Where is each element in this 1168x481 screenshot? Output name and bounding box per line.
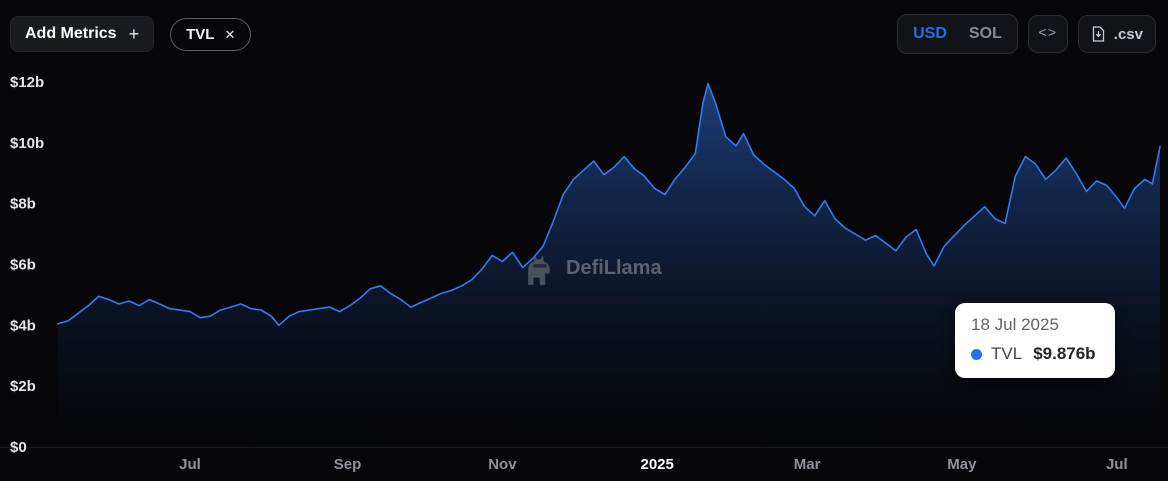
x-tick-label: Jul [1106, 456, 1128, 473]
download-csv-icon [1092, 26, 1104, 42]
currency-option-sol[interactable]: SOL [968, 25, 1002, 43]
currency-option-usd[interactable]: USD [913, 25, 947, 43]
download-csv-label: .csv [1113, 25, 1143, 43]
tooltip-series-value: $9.876b [1033, 344, 1096, 363]
y-tick-label: $6b [10, 257, 36, 274]
toolbar-right-group: USD SOL <> .csv [897, 14, 1156, 54]
y-tick-label: $12b [10, 74, 44, 91]
tooltip-date: 18 Jul 2025 [971, 315, 1059, 334]
y-tick-label: $0 [10, 439, 27, 456]
x-tick-label: May [947, 456, 977, 473]
tvl-area-fill [58, 83, 1160, 447]
x-tick-label: Mar [794, 456, 821, 473]
x-tick-label: Nov [488, 456, 517, 473]
close-icon[interactable]: ✕ [224, 26, 236, 42]
add-metrics-button[interactable]: Add Metrics + [10, 16, 155, 52]
x-tick-label: 2025 [641, 456, 674, 473]
metric-pill-tvl[interactable]: TVL ✕ [170, 17, 252, 51]
x-tick-label: Jul [179, 456, 201, 473]
y-tick-label: $10b [10, 135, 44, 152]
embed-code-button[interactable]: <> [1027, 15, 1068, 53]
metric-pill-label: TVL [186, 25, 215, 43]
currency-toggle: USD SOL [897, 14, 1018, 54]
tooltip-series-name: TVL [991, 344, 1023, 363]
y-tick-label: $8b [10, 196, 36, 213]
plus-icon: + [128, 24, 140, 44]
download-csv-button[interactable]: .csv [1077, 15, 1156, 53]
series-dot-icon [971, 348, 982, 360]
chart-toolbar: Add Metrics + TVL ✕ USD SOL <> .csv [10, 12, 1156, 56]
y-tick-label: $2b [10, 378, 36, 395]
chart-tooltip: 18 Jul 2025 TVL $9.876b [955, 303, 1115, 378]
tooltip-series-row: TVL $9.876b [971, 344, 1099, 364]
toolbar-left-group: Add Metrics + TVL ✕ [10, 16, 252, 52]
x-tick-label: Sep [334, 456, 362, 473]
add-metrics-label: Add Metrics [25, 25, 117, 42]
tvl-line [57, 82, 1161, 327]
embed-code-icon: <> [1038, 26, 1058, 42]
y-tick-label: $4b [10, 317, 36, 334]
